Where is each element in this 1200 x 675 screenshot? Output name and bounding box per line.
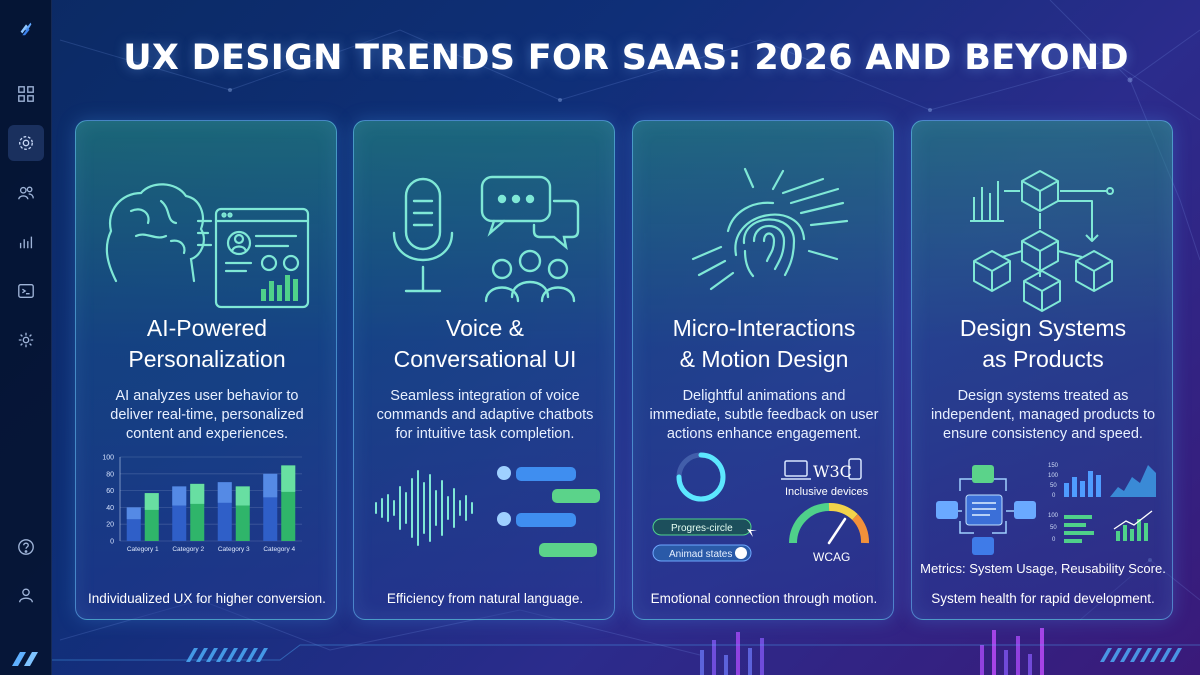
desc-line: content and experiences. bbox=[125, 426, 289, 442]
card-footer: Emotional connection through motion. bbox=[650, 591, 878, 606]
chart-y-tick-label: 40 bbox=[106, 505, 114, 512]
component-cubes-icon bbox=[970, 170, 1114, 312]
chart-y-tick-label: 60 bbox=[106, 488, 114, 495]
motion-widgets-visual: Progres-circle Animad states W3C Inclusi… bbox=[652, 452, 869, 564]
svg-text:50: 50 bbox=[1050, 525, 1057, 531]
chart-x-tick-label: Category 1 bbox=[127, 546, 159, 553]
card-title-line-2: as Products bbox=[982, 346, 1104, 372]
chart-bar-highlight bbox=[217, 482, 232, 503]
chart-bar-highlight bbox=[281, 465, 296, 492]
system-diagram-visual: 150 100 50 0 100 50 0 bbox=[936, 463, 1156, 555]
desc-line: immediate, subtle feedback on user bbox=[649, 407, 879, 423]
animated-states-toggle[interactable] bbox=[652, 544, 752, 562]
card-title-line-2: & Motion Design bbox=[679, 346, 849, 372]
voice-wave-chat-visual bbox=[375, 466, 600, 557]
brand-stripes-icon bbox=[12, 652, 38, 666]
dashboard-icon[interactable] bbox=[8, 76, 44, 112]
svg-text:0: 0 bbox=[1052, 537, 1056, 543]
chart-bar-highlight bbox=[235, 486, 250, 506]
help-icon[interactable] bbox=[8, 529, 44, 565]
svg-text:50: 50 bbox=[1050, 483, 1057, 489]
desc-line: AI analyzes user behavior to bbox=[115, 388, 299, 404]
progress-ring bbox=[676, 452, 726, 502]
svg-text:0: 0 bbox=[1052, 493, 1056, 499]
chart-y-tick-label: 80 bbox=[106, 471, 114, 478]
svg-text:100: 100 bbox=[1048, 513, 1059, 519]
desc-line: ensure consistency and speed. bbox=[943, 426, 1143, 442]
chart-bar-highlight bbox=[263, 473, 278, 498]
trend-card-ai-personalization[interactable]: AI-Powered Personalization AI analyzes u… bbox=[75, 120, 337, 620]
card-footer: System health for rapid development. bbox=[931, 591, 1155, 606]
desc-line: actions enhance engagement. bbox=[666, 426, 862, 442]
app-logo-icon[interactable] bbox=[8, 10, 44, 46]
chart-x-tick-label: Category 4 bbox=[263, 546, 295, 553]
desc-line: deliver real-time, personalized bbox=[110, 407, 304, 423]
w3c-label: W3C bbox=[813, 462, 852, 481]
gear-icon[interactable] bbox=[8, 322, 44, 358]
desc-line: Delightful animations and bbox=[682, 388, 846, 404]
chart-x-tick-label: Category 3 bbox=[218, 546, 250, 553]
mini-chart-ticks-top: 150 100 50 0 bbox=[1048, 463, 1059, 499]
microphone-chat-icon bbox=[392, 175, 580, 303]
page-title: UX DESIGN TRENDS FOR SAAS: 2026 AND BEYO… bbox=[123, 38, 1129, 78]
bar-chart-icon[interactable] bbox=[8, 224, 44, 260]
chart-y-tick-label: 100 bbox=[102, 455, 114, 462]
trend-card-voice-ui[interactable]: Voice & Conversational UI Seamless integ… bbox=[353, 120, 615, 620]
card-description: Seamless integration of voice commands a… bbox=[364, 387, 606, 444]
chart-bar-highlight bbox=[172, 486, 187, 506]
card-title-line-2: Conversational UI bbox=[393, 346, 577, 372]
chart-bar-highlight bbox=[190, 483, 205, 504]
user-icon[interactable] bbox=[8, 577, 44, 613]
desc-line: Seamless integration of voice bbox=[390, 388, 580, 404]
card-title-line-1: Design Systems bbox=[959, 315, 1127, 341]
card-title: Voice & Conversational UI bbox=[360, 313, 610, 375]
trend-card-micro-interactions[interactable]: Micro-Interactions & Motion Design Delig… bbox=[632, 120, 894, 620]
terminal-icon[interactable] bbox=[8, 273, 44, 309]
card-footer: Efficiency from natural language. bbox=[386, 591, 584, 606]
trend-card-design-systems[interactable]: Design Systems as Products Design system… bbox=[911, 120, 1173, 620]
card-title: Design Systems as Products bbox=[918, 313, 1168, 375]
card-description: Design systems treated as independent, m… bbox=[922, 387, 1164, 444]
card-title-line-1: AI-Powered bbox=[146, 315, 268, 341]
card-description: Delightful animations and immediate, sub… bbox=[643, 387, 885, 444]
animated-states-label: Animad states bbox=[669, 549, 732, 560]
metrics-label: Metrics: System Usage, Reusability Score… bbox=[920, 561, 1166, 576]
chart-y-tick-label: 20 bbox=[106, 522, 114, 529]
desc-line: Design systems treated as bbox=[957, 388, 1129, 404]
chart-y-tick-label: 0 bbox=[110, 539, 114, 546]
desc-line: commands and adaptive chatbots bbox=[376, 407, 594, 423]
card-title: AI-Powered Personalization bbox=[82, 313, 332, 375]
users-icon[interactable] bbox=[8, 175, 44, 211]
sidebar bbox=[0, 0, 52, 675]
card-title: Micro-Interactions & Motion Design bbox=[639, 313, 889, 375]
card-title-line-1: Micro-Interactions bbox=[672, 315, 856, 341]
svg-text:100: 100 bbox=[1048, 473, 1059, 479]
svg-text:150: 150 bbox=[1048, 463, 1059, 469]
brain-dashboard-icon bbox=[105, 183, 310, 309]
fingerprint-motion-icon bbox=[691, 167, 849, 291]
wcag-label: WCAG bbox=[813, 550, 850, 564]
category-bar-chart: 0 20 40 60 80 100 Category 1 Category 2 Category… bbox=[102, 455, 302, 553]
settings-icon[interactable] bbox=[8, 125, 44, 161]
card-description: AI analyzes user behavior to deliver rea… bbox=[86, 387, 328, 444]
chart-bar-highlight bbox=[144, 493, 159, 510]
card-footer: Individualized UX for higher conversion. bbox=[88, 591, 326, 606]
chart-bar-highlight bbox=[126, 507, 141, 520]
desc-line: for intuitive task completion. bbox=[395, 426, 575, 442]
mini-chart-ticks-bottom: 100 50 0 bbox=[1048, 513, 1059, 543]
card-title-line-1: Voice & bbox=[446, 315, 524, 341]
chart-x-tick-label: Category 2 bbox=[172, 546, 204, 553]
inclusive-devices-label: Inclusive devices bbox=[785, 486, 869, 498]
card-title-line-2: Personalization bbox=[128, 346, 286, 372]
desc-line: independent, managed products to bbox=[930, 407, 1156, 423]
progress-circle-label: Progres-circle bbox=[671, 523, 733, 534]
